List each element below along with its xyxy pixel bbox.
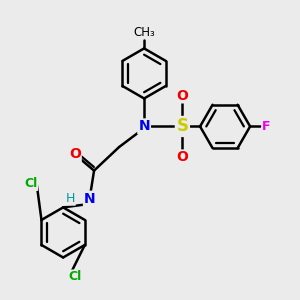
Text: N: N xyxy=(138,119,150,134)
Text: F: F xyxy=(262,120,271,133)
Text: O: O xyxy=(176,150,188,164)
Text: H: H xyxy=(66,192,75,205)
Text: Cl: Cl xyxy=(68,270,82,283)
Text: O: O xyxy=(176,88,188,103)
Text: S: S xyxy=(176,117,188,135)
Text: CH₃: CH₃ xyxy=(133,26,155,39)
Text: N: N xyxy=(84,192,95,206)
Text: O: O xyxy=(69,147,81,161)
Text: Cl: Cl xyxy=(24,177,38,190)
